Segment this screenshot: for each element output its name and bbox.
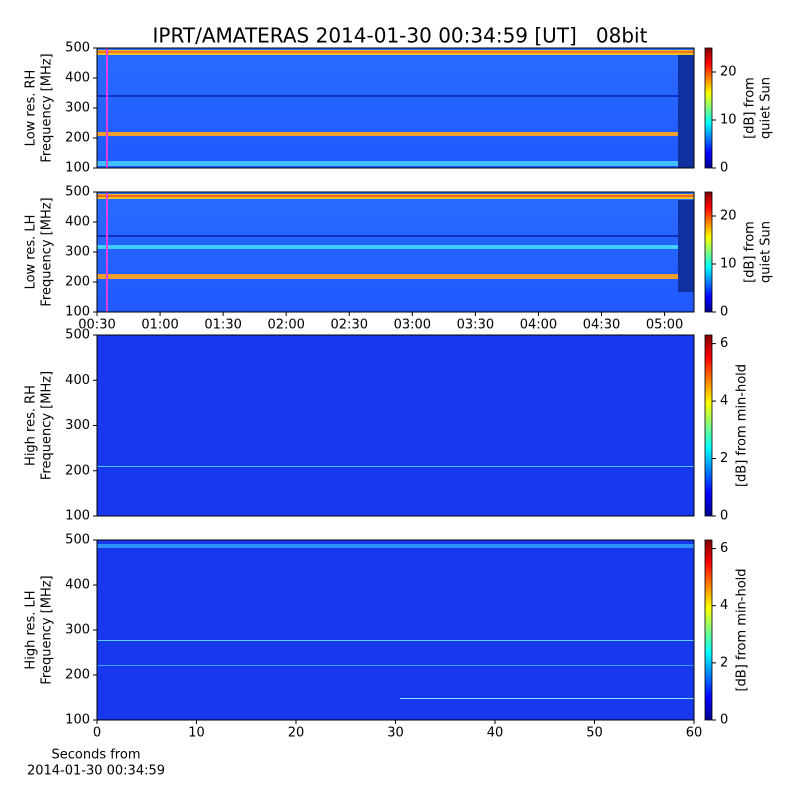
y-tick-label: 100: [65, 305, 90, 320]
x-tick-label: 0: [93, 726, 101, 741]
y-tick-label: 500: [65, 533, 90, 548]
x-tick-label: 40: [487, 726, 504, 741]
y-axis-label: Low res. LH: [24, 215, 39, 290]
x-axis-label: 2014-01-30 00:34:59: [27, 764, 165, 779]
x-tick-label: 00:30: [78, 318, 115, 333]
colorbar-label: [dB] from: [743, 77, 758, 139]
y-tick-label: 100: [65, 509, 90, 524]
colorbar-tick-label: 10: [720, 113, 737, 128]
colorbar-tick-label: 2: [720, 655, 728, 670]
x-tick-label: 10: [188, 726, 205, 741]
chart-title: IPRT/AMATERAS 2014-01-30 00:34:59 [UT] 0…: [153, 24, 648, 48]
x-tick-label: 04:00: [520, 318, 557, 333]
colorbar-tick-label: 20: [720, 209, 737, 224]
colorbar-tick-label: 0: [720, 509, 728, 524]
colorbar-tick-label: 6: [720, 336, 728, 351]
x-tick-label: 02:00: [267, 318, 304, 333]
y-tick-label: 200: [65, 275, 90, 290]
y-axis-label: Low res. RH: [24, 70, 39, 147]
y-tick-label: 400: [65, 71, 90, 86]
y-tick-label: 300: [65, 418, 90, 433]
y-axis-label: Frequency [MHz]: [40, 575, 55, 684]
colorbar: [704, 47, 713, 169]
y-tick-label: 200: [65, 131, 90, 146]
colorbar-tick-label: 6: [720, 541, 728, 556]
y-tick-label: 500: [65, 185, 90, 200]
y-tick-label: 100: [65, 713, 90, 728]
colorbar-label: [dB] from min-hold: [735, 568, 750, 691]
colorbar-label: [dB] from min-hold: [735, 364, 750, 487]
colorbar: [704, 334, 713, 517]
x-tick-label: 03:00: [394, 318, 431, 333]
colorbar-label: quiet Sun: [759, 77, 774, 139]
x-tick-label: 05:00: [646, 318, 683, 333]
y-axis-label: High res. LH: [24, 590, 39, 669]
colorbar-tick-label: 20: [720, 65, 737, 80]
x-tick-label: 20: [288, 726, 305, 741]
colorbar-tick-label: 4: [720, 598, 728, 613]
colorbar-label: quiet Sun: [759, 221, 774, 283]
colorbar-tick-label: 0: [720, 713, 728, 728]
y-tick-label: 400: [65, 373, 90, 388]
y-tick-label: 200: [65, 463, 90, 478]
y-tick-label: 400: [65, 215, 90, 230]
y-tick-label: 100: [65, 161, 90, 176]
x-tick-label: 60: [686, 726, 703, 741]
colorbar-tick-label: 0: [720, 161, 728, 176]
y-tick-label: 500: [65, 41, 90, 56]
y-tick-label: 300: [65, 623, 90, 638]
x-tick-label: 04:30: [583, 318, 620, 333]
colorbar: [704, 191, 713, 313]
y-axis-label: Frequency [MHz]: [40, 197, 55, 306]
x-tick-label: 30: [387, 726, 404, 741]
colorbar-tick-label: 4: [720, 394, 728, 409]
y-axis-label: High res. RH: [24, 385, 39, 466]
spectrogram-texture: [97, 48, 694, 720]
colorbar-tick-label: 0: [720, 305, 728, 320]
y-tick-label: 200: [65, 668, 90, 683]
y-tick-label: 300: [65, 245, 90, 260]
x-tick-label: 01:30: [204, 318, 241, 333]
x-tick-label: 50: [586, 726, 603, 741]
y-axis-label: Frequency [MHz]: [40, 53, 55, 162]
y-axis-label: Frequency [MHz]: [40, 371, 55, 480]
colorbar-tick-label: 2: [720, 451, 728, 466]
colorbar-tick-label: 10: [720, 257, 737, 272]
y-tick-label: 300: [65, 101, 90, 116]
y-tick-label: 400: [65, 578, 90, 593]
colorbar: [704, 539, 713, 721]
x-axis-label: Seconds from: [51, 748, 140, 763]
x-tick-label: 03:30: [457, 318, 494, 333]
colorbar-label: [dB] from: [743, 221, 758, 283]
y-tick-label: 500: [65, 328, 90, 343]
x-tick-label: 02:30: [331, 318, 368, 333]
x-tick-label: 01:00: [141, 318, 178, 333]
